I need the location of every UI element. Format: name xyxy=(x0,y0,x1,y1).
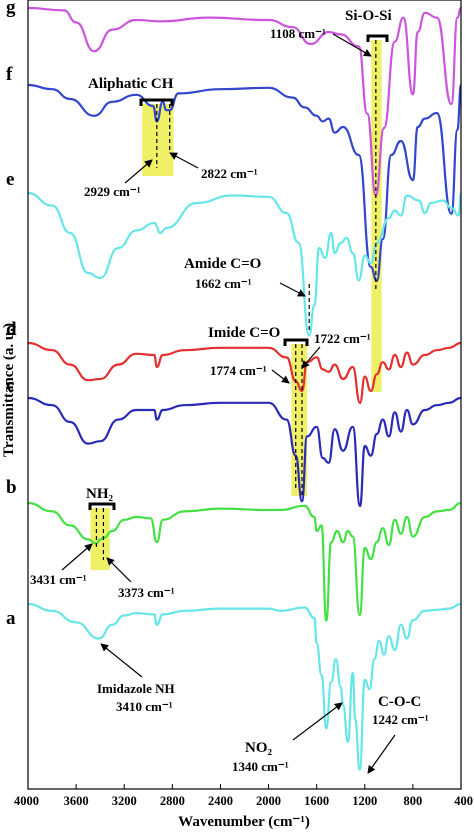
label-imide-co: Imide C=O xyxy=(208,325,280,341)
x-tick-label-1600: 1600 xyxy=(304,794,329,808)
label-1774: 1774 cm⁻¹ xyxy=(210,363,267,378)
curve-g xyxy=(27,6,462,197)
label-coc: C-O-C xyxy=(378,694,421,710)
curve-letter-a: a xyxy=(6,608,16,629)
label-1662: 1662 cm⁻¹ xyxy=(195,276,252,291)
arrow-1662 xyxy=(279,282,306,297)
x-tick-label-2400: 2400 xyxy=(208,794,233,808)
y-axis-title: Transmittance (a. u.) xyxy=(1,323,17,457)
curve-letter-c: c xyxy=(6,375,14,396)
curve-d xyxy=(27,341,462,405)
curve-letter-d: d xyxy=(6,319,17,340)
highlight-bands xyxy=(90,40,382,570)
arrow-1108 xyxy=(332,33,372,57)
arrow-3431 xyxy=(61,543,93,571)
label-2822: 2822 cm⁻¹ xyxy=(201,166,258,181)
curve-a xyxy=(27,602,462,771)
x-tick-label-2000: 2000 xyxy=(256,794,281,808)
label-3431: 3431 cm⁻¹ xyxy=(30,572,87,587)
label-3373: 3373 cm⁻¹ xyxy=(118,585,175,600)
highlight-si-o-si xyxy=(371,40,382,392)
curve-letter-f: f xyxy=(6,64,13,85)
arrow-3373 xyxy=(106,557,132,583)
label-no2: NO₂ xyxy=(245,740,273,756)
bracket-si-o-si xyxy=(366,34,389,42)
arrow-2929 xyxy=(124,159,153,184)
curve-c xyxy=(27,396,462,508)
label-1340: 1340 cm⁻¹ xyxy=(232,759,289,774)
x-tick-label-3600: 3600 xyxy=(64,794,89,808)
arrow-1340 xyxy=(292,702,343,741)
x-tick-label-1200: 1200 xyxy=(352,794,377,808)
label-1242: 1242 cm⁻¹ xyxy=(372,712,429,727)
bracket-aliphatic-ch xyxy=(139,98,174,106)
guide-lines xyxy=(95,40,377,560)
curve-letter-g: g xyxy=(6,0,16,18)
x-tick-label-800: 800 xyxy=(404,794,423,808)
curve-f xyxy=(27,83,463,283)
label-nh2: NH₂ xyxy=(86,486,114,502)
bracket-imide-co xyxy=(283,338,309,346)
arrow-2822 xyxy=(169,152,199,169)
curve-letter-e: e xyxy=(6,169,14,190)
x-tick-label-3200: 3200 xyxy=(112,794,137,808)
x-tick-label-400: 400 xyxy=(454,794,473,808)
curve-e xyxy=(27,191,463,337)
curve-b xyxy=(27,501,462,622)
x-tick-label-4000: 4000 xyxy=(14,794,39,808)
x-axis-title: Wavenumber (cm⁻¹) xyxy=(178,814,310,830)
bracket-nh2 xyxy=(88,502,116,510)
label-3410: 3410 cm⁻¹ xyxy=(116,699,173,714)
label-imidazole-nh: Imidazole NH xyxy=(97,681,175,696)
plot-frame xyxy=(27,0,462,790)
x-axis-ticks: 4000 3600 3200 2800 2400 2000 1600 1200 800 400 xyxy=(14,784,473,808)
arrow-1722 xyxy=(301,346,321,369)
label-1108: 1108 cm⁻¹ xyxy=(270,26,326,41)
label-1722: 1722 cm⁻¹ xyxy=(314,331,371,346)
arrow-3410 xyxy=(100,643,143,678)
arrow-1242 xyxy=(367,734,396,774)
x-tick-label-2800: 2800 xyxy=(160,794,185,808)
label-2929: 2929 cm⁻¹ xyxy=(84,184,141,199)
spectra-curves xyxy=(27,6,463,771)
label-amide-co: Amide C=O xyxy=(184,256,261,272)
label-aliphatic-ch: Aliphatic CH xyxy=(88,76,174,92)
highlight-aliphatic-ch xyxy=(142,104,174,176)
curve-letter-b: b xyxy=(6,477,17,498)
arrow-1774 xyxy=(271,369,290,384)
label-si-o-si: Si-O-Si xyxy=(345,8,392,24)
